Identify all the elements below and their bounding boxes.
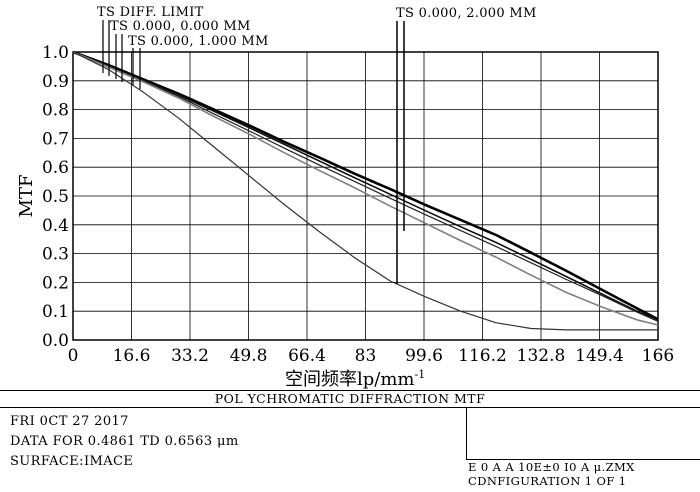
mtf-curve-1 [72,50,659,321]
y-tick-label: 1.0 [42,43,69,63]
y-tick-label: 0.6 [42,158,69,178]
x-tick-label: 0 [68,346,79,366]
mtf-curves [72,50,659,331]
x-tick-label: 16.6 [113,346,151,366]
x-tick-label: 132.8 [517,346,566,366]
legend-field-2: TS 0.000, 2.000 MM [396,6,537,21]
x-tick-label: 33.2 [171,346,209,366]
y-tick-label: 0.1 [42,302,69,322]
x-axis-label: 空间频率lp/mm-1 [285,368,425,390]
legend-field-0: TS 0.000, 0.000 MM [110,19,251,34]
footer-configuration: CDNFIGURATION 1 OF 1 [468,474,627,488]
x-tick-label: 66.4 [288,346,326,366]
mtf-curve-2 [72,51,659,322]
info-wavelength: DATA FOR 0.4861 TD 0.6563 μm [10,434,239,449]
x-axis-label-main: 空间频率 [285,369,357,390]
legend-diff-limit: TS DIFF. LIMIT [97,5,204,20]
info-box [466,407,700,460]
x-axis-label-unit: lp/mm [357,369,414,390]
x-tick-label: 49.8 [230,346,268,366]
grid-lines [73,52,658,340]
chart-title: POL YCHROMATIC DIFFRACTION MTF [0,390,700,408]
footer-block: E 0 A A 10E±0 I0 A μ.ZMX CDNFIGURATION 1… [468,460,635,488]
mtf-curve-5 [72,51,658,331]
y-tick-label: 0.4 [42,216,69,236]
legend-markers [102,20,405,284]
mtf-chart: 0.0 0.1 0.2 0.3 0.4 0.5 0.6 0.7 0.8 0.9 1.0 0 16.6 3… [16,5,675,390]
y-tick-label: 0.9 [42,72,69,92]
y-axis-label: MTF [16,175,37,218]
y-tick-label: 0.0 [42,331,69,351]
y-tick-label: 0.8 [42,101,69,121]
x-tick-label: 116.2 [458,346,507,366]
legend-field-1: TS 0.000, 1.000 MM [128,34,269,49]
x-tick-labels: 0 16.6 33.2 49.8 66.4 83 99.6 116.2 132.8 149.4 16… [68,346,675,366]
plot-frame [72,51,659,341]
y-tick-labels: 0.0 0.1 0.2 0.3 0.4 0.5 0.6 0.7 0.8 0.9 1.0 [42,43,69,351]
info-surface: SURFACE:IMACE [10,454,134,469]
footer-file: E 0 A A 10E±0 I0 A μ.ZMX [468,460,635,474]
x-tick-label: 166 [642,346,674,366]
mtf-curve-3 [72,51,659,322]
x-axis-label-exp: -1 [414,368,425,381]
y-tick-label: 0.5 [42,187,69,207]
y-tick-label: 0.2 [42,273,69,293]
info-date: FRI 0CT 27 2017 [10,414,129,429]
x-tick-label: 149.4 [575,346,624,366]
y-tick-label: 0.7 [42,129,69,149]
x-tick-label: 99.6 [405,346,443,366]
x-tick-label: 83 [355,346,377,366]
mtf-curve-4 [72,51,659,326]
y-tick-label: 0.3 [42,245,69,265]
info-block: FRI 0CT 27 2017 DATA FOR 0.4861 TD 0.656… [10,412,239,472]
